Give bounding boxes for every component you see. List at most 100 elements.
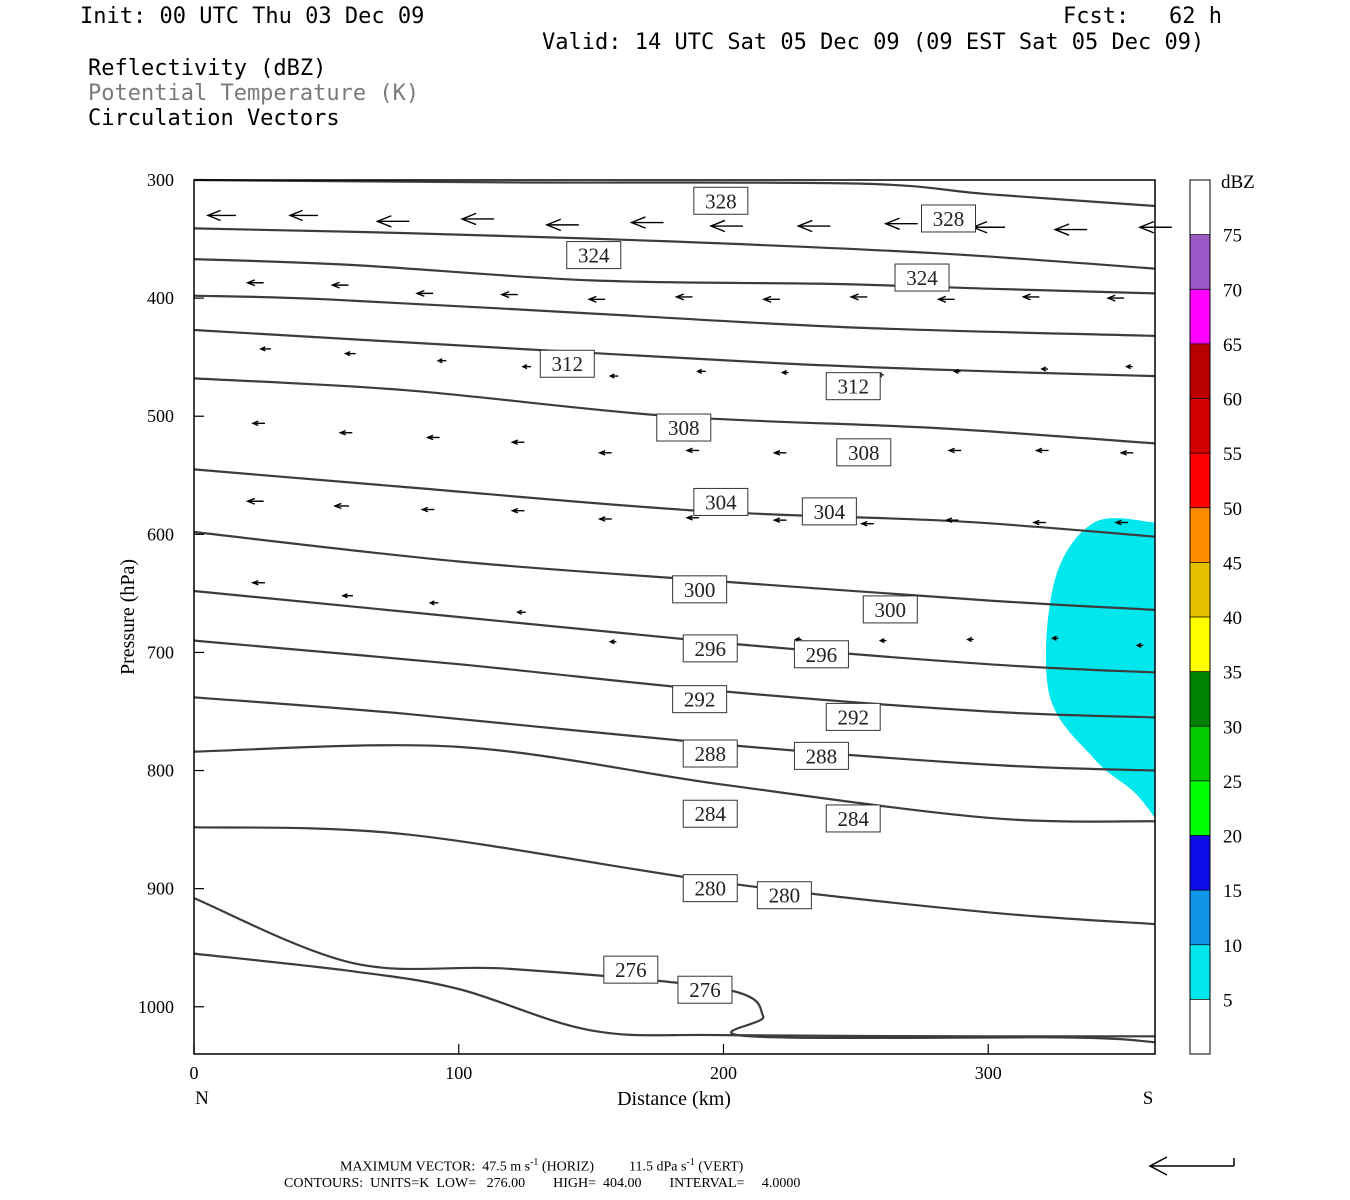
vector-head: [333, 502, 342, 510]
y-axis-title: Pressure (hPa): [117, 559, 139, 675]
circulation-vector: [259, 346, 271, 352]
contour-label-box: [825, 702, 881, 731]
circulation-vector: [966, 636, 974, 643]
circulation-vector: [971, 220, 1006, 234]
x-right-end-label: S: [1143, 1088, 1154, 1109]
field-reflectivity: Reflectivity (dBZ): [88, 56, 327, 81]
contour-label-box: [836, 438, 892, 467]
circulation-vector: [762, 295, 780, 303]
colorbar-label: 30: [1223, 717, 1242, 738]
circulation-vector: [952, 368, 961, 374]
vector-head: [883, 217, 900, 230]
contour-label: 324: [906, 266, 938, 290]
circulation-vector: [685, 447, 700, 454]
theta-contour-280: [193, 826, 1156, 926]
contour-info: CONTOURS: UNITS=K LOW= 276.00 HIGH= 404.…: [284, 1176, 801, 1191]
colorbar-label: 55: [1223, 444, 1242, 465]
contour-label-box: [825, 372, 881, 401]
vector-head: [499, 291, 510, 299]
circulation-vector: [878, 637, 887, 644]
circulation-vector: [1032, 519, 1046, 526]
contour-label-box: [693, 487, 749, 516]
contour-label: 304: [814, 500, 846, 524]
circulation-vector: [859, 520, 874, 527]
theta-contour-284: [193, 744, 1156, 823]
circulation-vector: [1125, 363, 1133, 370]
colorbar-bin: [1190, 944, 1210, 1000]
vector-head: [608, 373, 615, 379]
contour-label-box: [825, 804, 881, 833]
colorbar-frame: [1189, 179, 1211, 1055]
reflectivity-area: [1045, 518, 1155, 818]
field-circulation-vectors: Circulation Vectors: [88, 106, 340, 131]
circulation-vector: [251, 579, 265, 586]
colorbar-bin: [1190, 234, 1210, 290]
colorbar-label: 25: [1223, 772, 1242, 793]
vector-head: [420, 506, 429, 513]
circulation-vector: [333, 502, 350, 510]
vector-head: [597, 450, 606, 456]
vector-head: [544, 218, 562, 232]
vector-head: [1106, 294, 1116, 302]
vector-head: [516, 609, 522, 615]
theta-contour-324: [193, 227, 1156, 270]
vector-head: [510, 507, 519, 514]
circulation-vector: [674, 293, 693, 301]
vector-head: [425, 434, 434, 441]
contour-label-box: [693, 186, 749, 215]
vector-head: [436, 358, 443, 364]
circulation-vector: [608, 373, 619, 379]
contour-label-box: [677, 975, 733, 1004]
colorbar-label: 20: [1223, 827, 1242, 848]
reference-vector-arrow: [1148, 1156, 1235, 1176]
vector-head: [251, 420, 259, 427]
vector-head: [597, 516, 606, 522]
colorbar-label: 35: [1223, 663, 1242, 684]
theta-contour-328: [193, 178, 1156, 208]
colorbar-bin: [1190, 726, 1210, 781]
forecast-hour: Fcst: 62 h: [1063, 4, 1222, 29]
vector-head: [341, 593, 348, 599]
vector-head: [415, 289, 425, 297]
contour-label-box: [862, 595, 918, 624]
vector-head: [330, 281, 340, 289]
vector-head: [947, 447, 955, 454]
vector-head: [1050, 635, 1057, 641]
circulation-vector: [330, 281, 349, 289]
circulation-vector: [206, 209, 236, 222]
vector-head: [696, 368, 703, 374]
theta-contour-316: [193, 294, 1156, 337]
circulation-vector: [516, 609, 526, 615]
contour-label: 308: [848, 441, 880, 465]
colorbar-bin: [1190, 289, 1210, 344]
colorbar-bin: [1190, 671, 1210, 727]
circulation-vector: [245, 497, 264, 505]
circulation-vector: [521, 363, 531, 370]
colorbar-bin: [1190, 835, 1210, 891]
vector-head: [1135, 642, 1142, 648]
vector-head: [1119, 450, 1127, 456]
vector-head: [1021, 293, 1031, 301]
colorbar-bin: [1190, 999, 1210, 1054]
y-tick-label: 400: [147, 288, 174, 308]
x-tick-label: 0: [190, 1063, 199, 1083]
vector-head: [206, 209, 221, 222]
circulation-vector: [685, 514, 700, 521]
circulation-vector: [780, 369, 789, 376]
contour-label-box: [672, 685, 728, 714]
vector-head: [629, 216, 646, 229]
circulation-vector: [772, 517, 787, 523]
circulation-vector: [510, 507, 525, 514]
theta-contour-272: [193, 952, 1156, 1038]
vector-head: [685, 514, 693, 521]
colorbar-label: 75: [1223, 226, 1242, 247]
contour-label-box: [793, 640, 849, 669]
vector-head: [1114, 519, 1122, 526]
circulation-vector: [341, 593, 353, 599]
x-left-end-label: N: [195, 1088, 209, 1109]
contour-label: 280: [769, 884, 801, 908]
contour-label-box: [539, 349, 595, 378]
circulation-vector: [425, 434, 440, 441]
colorbar-bin: [1190, 780, 1210, 836]
vector-head: [936, 295, 947, 303]
